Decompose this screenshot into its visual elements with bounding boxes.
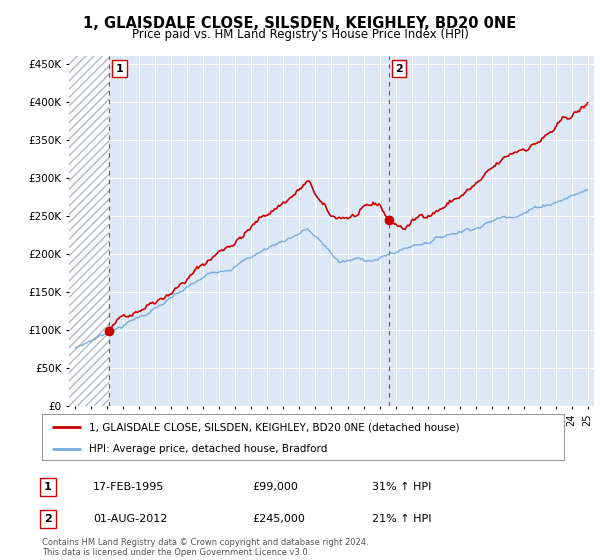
Text: Contains HM Land Registry data © Crown copyright and database right 2024.
This d: Contains HM Land Registry data © Crown c…: [42, 538, 368, 557]
Text: 1: 1: [44, 482, 52, 492]
Text: HPI: Average price, detached house, Bradford: HPI: Average price, detached house, Brad…: [89, 444, 328, 454]
Text: 1, GLAISDALE CLOSE, SILSDEN, KEIGHLEY, BD20 0NE: 1, GLAISDALE CLOSE, SILSDEN, KEIGHLEY, B…: [83, 16, 517, 31]
Text: Price paid vs. HM Land Registry's House Price Index (HPI): Price paid vs. HM Land Registry's House …: [131, 28, 469, 41]
Bar: [69, 56, 109, 406]
Text: 01-AUG-2012: 01-AUG-2012: [93, 514, 167, 524]
Text: 2: 2: [44, 514, 52, 524]
Text: 2: 2: [395, 64, 403, 73]
Text: £99,000: £99,000: [252, 482, 298, 492]
Text: 17-FEB-1995: 17-FEB-1995: [93, 482, 164, 492]
Text: 1, GLAISDALE CLOSE, SILSDEN, KEIGHLEY, BD20 0NE (detached house): 1, GLAISDALE CLOSE, SILSDEN, KEIGHLEY, B…: [89, 422, 460, 432]
Text: 1: 1: [116, 64, 124, 73]
Text: 21% ↑ HPI: 21% ↑ HPI: [372, 514, 431, 524]
Bar: [69, 56, 109, 406]
Text: £245,000: £245,000: [252, 514, 305, 524]
Text: 31% ↑ HPI: 31% ↑ HPI: [372, 482, 431, 492]
